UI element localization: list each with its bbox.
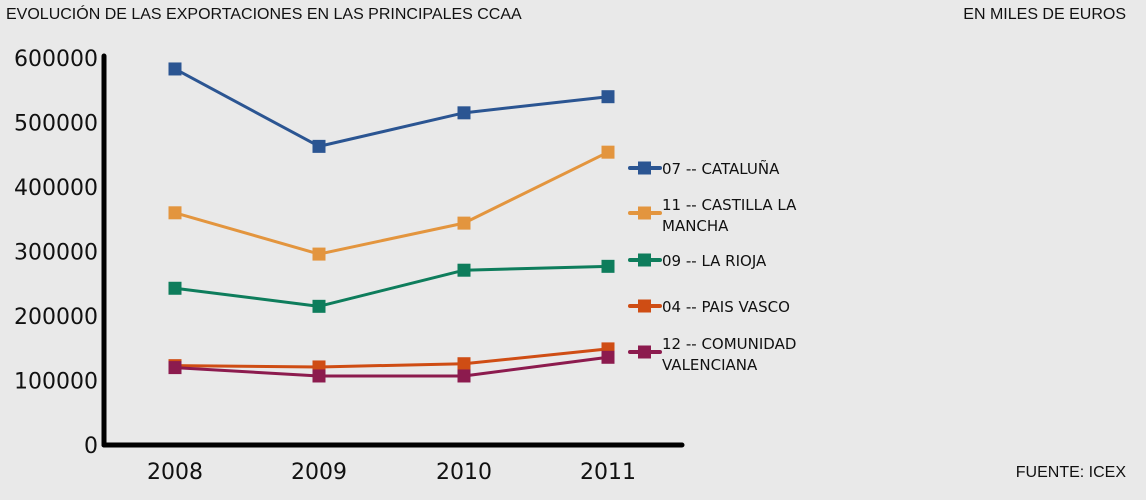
- legend-item: 04 -- PAIS VASCO: [628, 298, 790, 316]
- legend-marker-icon: [638, 253, 651, 267]
- series-4: [168, 350, 615, 383]
- data-point-marker: [601, 145, 615, 159]
- series-line: [174, 347, 609, 369]
- data-point-marker: [312, 247, 326, 261]
- legend-label: 04 -- PAIS VASCO: [662, 298, 790, 316]
- series-group: [168, 62, 615, 383]
- data-point-marker: [457, 263, 471, 277]
- data-point-marker: [601, 259, 615, 273]
- legend-label: 12 -- COMUNIDAD: [662, 335, 796, 353]
- data-point-marker: [168, 281, 182, 295]
- legend-marker-icon: [638, 345, 651, 359]
- x-tick-label: 2008: [147, 460, 203, 485]
- legend: 07 -- CATALUÑA 11 -- CASTILLA LA MANCHA 09 …: [628, 159, 797, 374]
- legend-item: 07 -- CATALUÑA: [628, 159, 780, 178]
- series-0: [168, 62, 615, 153]
- series-1: [168, 145, 615, 261]
- data-point-marker: [457, 369, 471, 383]
- data-point-marker: [457, 216, 471, 230]
- legend-item: 09 -- LA RIOJA: [628, 252, 767, 270]
- data-point-marker: [168, 62, 182, 76]
- y-tick-label: 200000: [14, 305, 98, 330]
- legend-label: VALENCIANA: [662, 356, 758, 374]
- data-point-marker: [168, 206, 182, 220]
- x-axis-ticks: 2008 2009 2010 2011: [147, 460, 636, 485]
- legend-item: 12 -- COMUNIDAD VALENCIANA: [628, 335, 796, 374]
- series-3: [168, 342, 615, 374]
- data-point-marker: [457, 357, 471, 371]
- data-point-marker: [601, 90, 615, 104]
- legend-marker-icon: [638, 161, 651, 175]
- legend-label: 11 -- CASTILLA LA: [662, 196, 797, 214]
- units-label: EN MILES DE EUROS: [963, 6, 1126, 23]
- series-line: [174, 355, 609, 378]
- x-tick-label: 2009: [291, 460, 347, 485]
- series-line: [174, 67, 609, 148]
- legend-label: 09 -- LA RIOJA: [662, 252, 767, 270]
- source-label: FUENTE: ICEX: [1015, 464, 1126, 481]
- legend-label: MANCHA: [662, 217, 729, 235]
- y-tick-label: 600000: [14, 47, 98, 72]
- data-point-marker: [168, 361, 182, 375]
- series-2: [168, 259, 615, 313]
- y-tick-label: 100000: [14, 370, 98, 395]
- data-point-marker: [312, 299, 326, 313]
- y-tick-label: 0: [84, 434, 98, 459]
- y-tick-label: 300000: [14, 241, 98, 266]
- legend-label: 07 -- CATALUÑA: [662, 159, 780, 178]
- y-tick-label: 400000: [14, 176, 98, 201]
- data-point-marker: [312, 139, 326, 153]
- series-line: [174, 150, 609, 256]
- data-point-marker: [601, 350, 615, 364]
- chart-title: EVOLUCIÓN DE LAS EXPORTACIONES EN LAS PR…: [6, 6, 522, 23]
- data-point-marker: [457, 106, 471, 120]
- y-axis-ticks: 0 100000 200000 300000 400000 500000 600000: [14, 47, 98, 459]
- legend-marker-icon: [638, 206, 651, 220]
- series-line: [174, 264, 609, 308]
- x-tick-label: 2011: [580, 460, 636, 485]
- y-tick-label: 500000: [14, 112, 98, 137]
- legend-marker-icon: [638, 299, 651, 313]
- legend-item: 11 -- CASTILLA LA MANCHA: [628, 196, 797, 235]
- data-point-marker: [312, 369, 326, 383]
- x-tick-label: 2010: [436, 460, 492, 485]
